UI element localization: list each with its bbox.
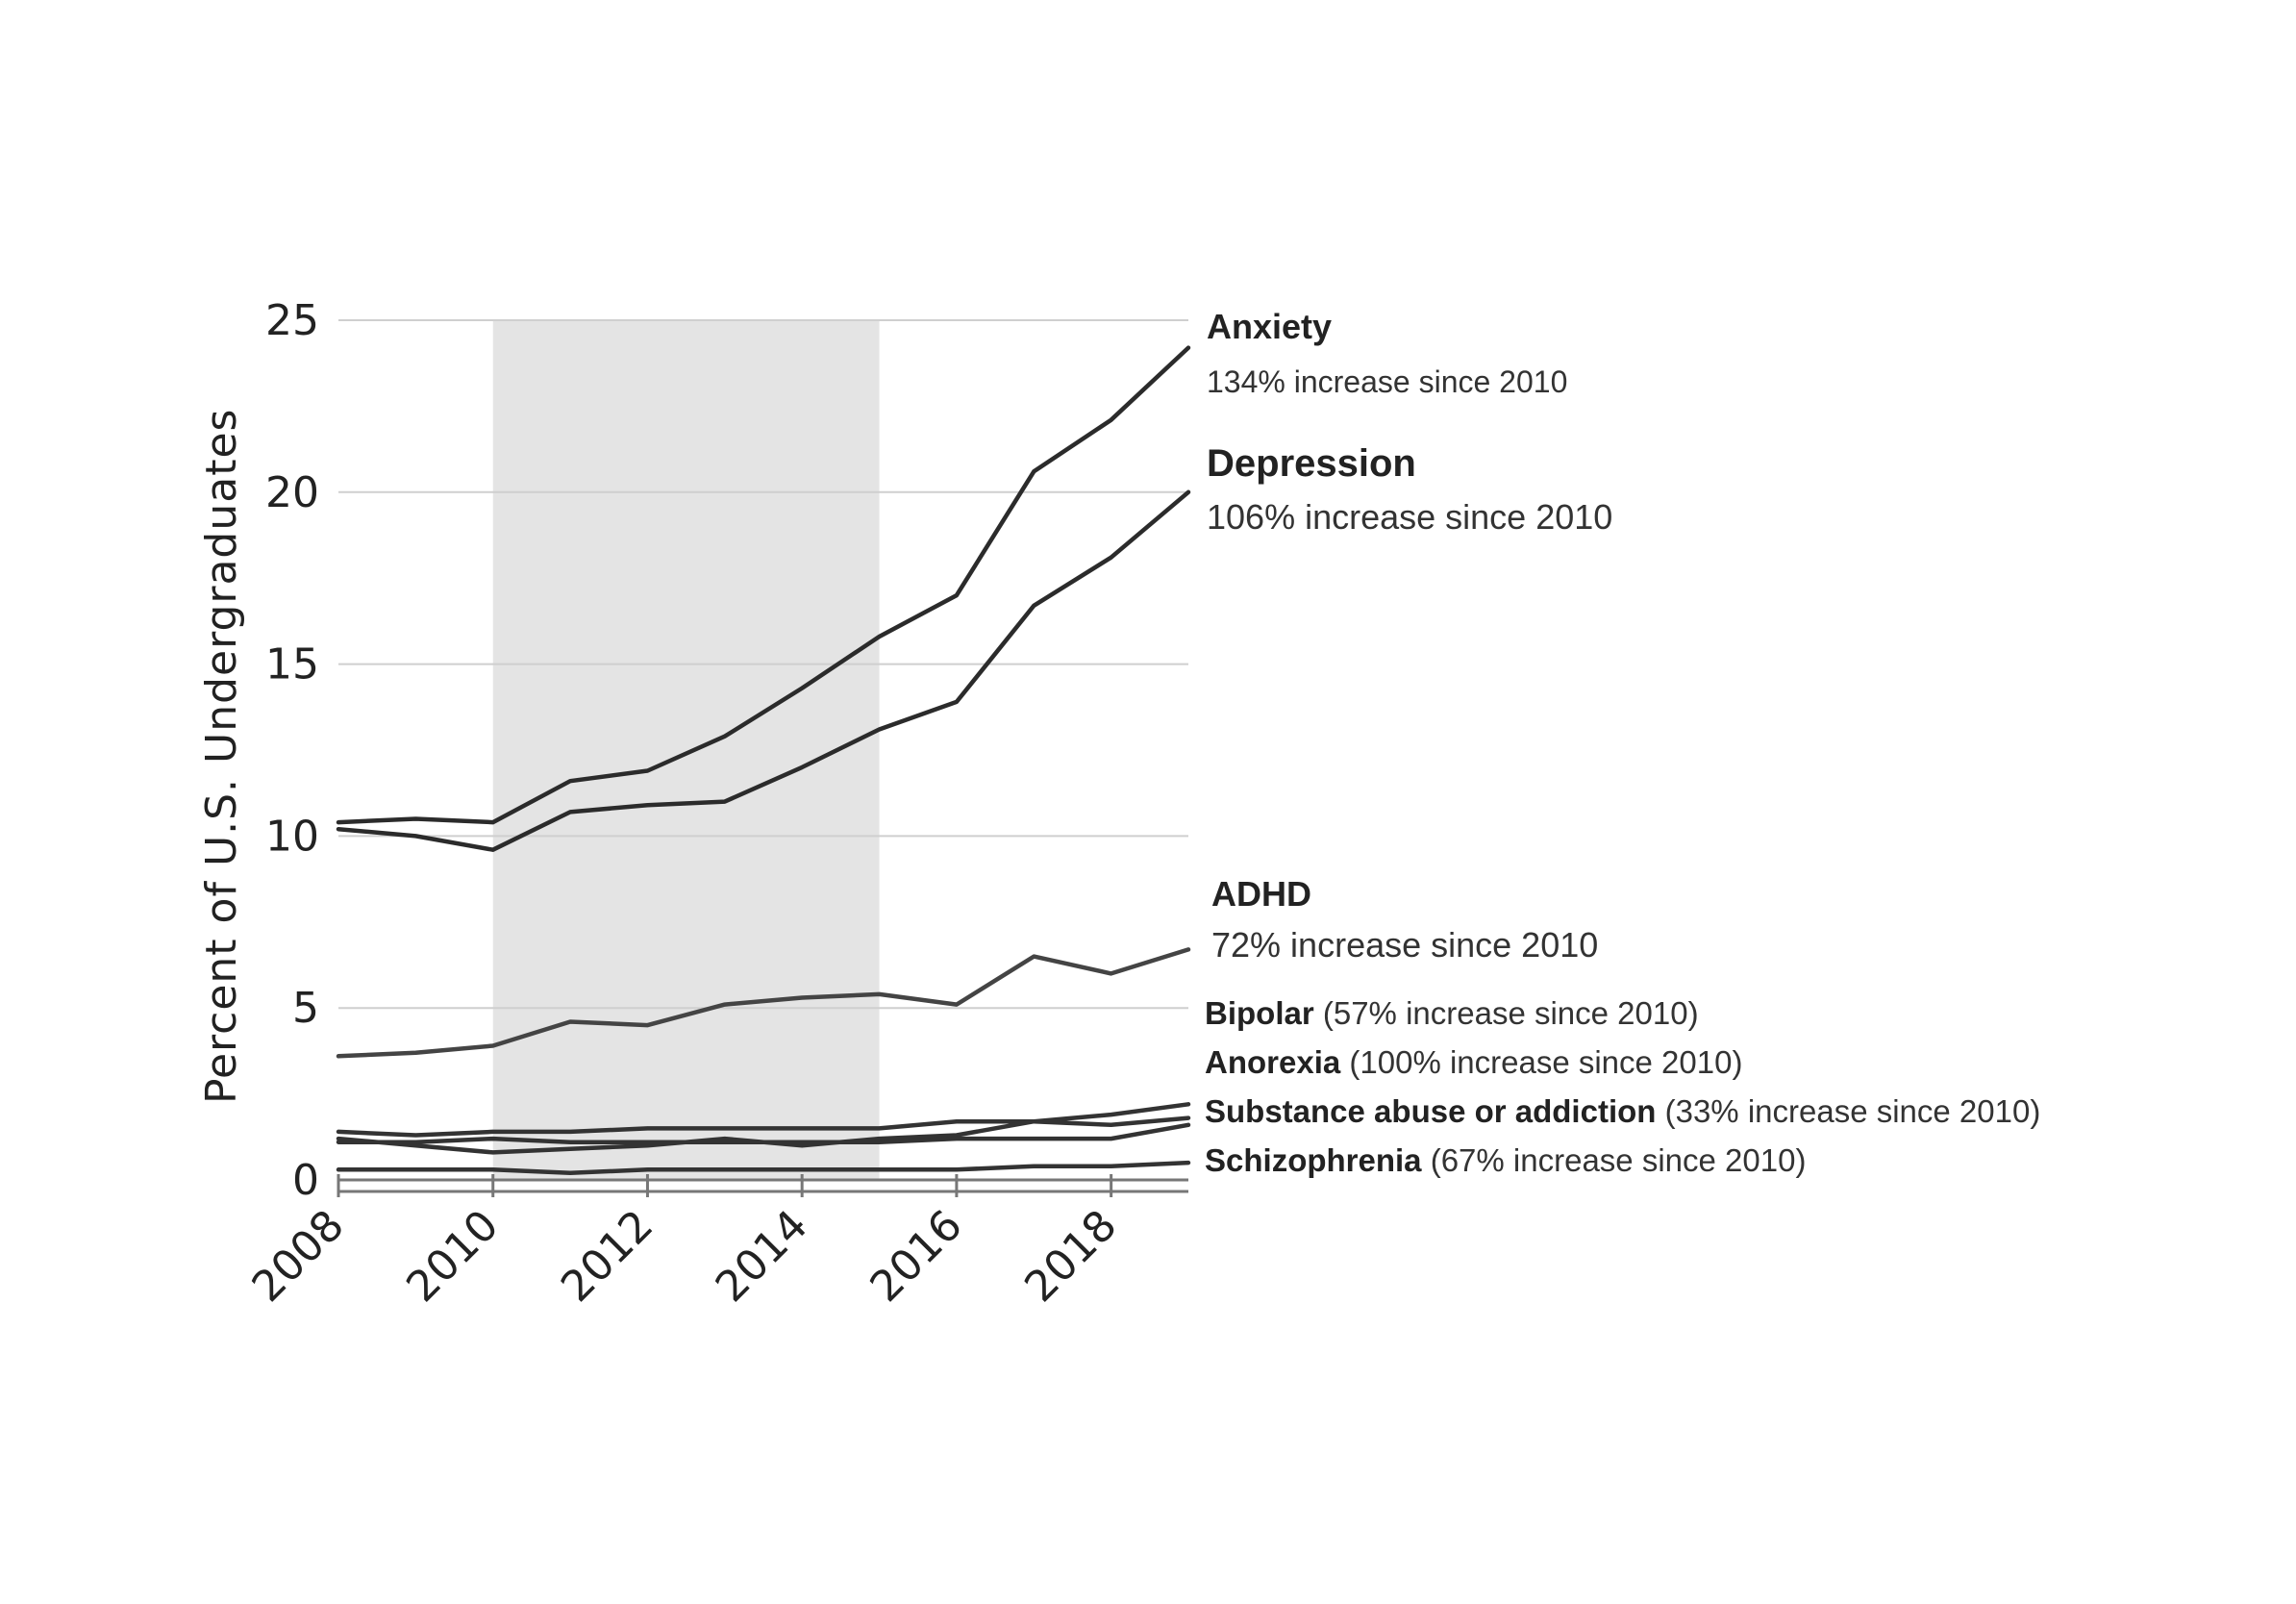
x-tick-label: 2010 (397, 1201, 508, 1312)
y-tick-label: 5 (292, 984, 319, 1033)
series-annotation: (33% increase since 2010) (1665, 1093, 2041, 1129)
x-axis: 2008 2010 2012 2014 2016 2018 (243, 1174, 1126, 1312)
series-inline-label: Substance abuse or addiction (33% increa… (1205, 1093, 2040, 1129)
x-axis-baseline (338, 1178, 1188, 1193)
series-line (336, 345, 1191, 825)
series-annotation: (57% increase since 2010) (1323, 995, 1699, 1031)
x-tick-label: 2016 (861, 1201, 971, 1312)
series-line (336, 1160, 1191, 1176)
series-name-label: Depression (1207, 442, 1416, 485)
series-name-label: Anorexia (1205, 1044, 1349, 1080)
series-inline-label: Schizophrenia (67% increase since 2010) (1205, 1142, 1806, 1178)
y-tick-label: 20 (265, 468, 319, 517)
series-annotations: Anxiety 134% increase since 2010 Depressio… (1205, 307, 2040, 1178)
y-tick-label: 0 (292, 1156, 319, 1205)
series-annotation: (67% increase since 2010) (1431, 1142, 1807, 1178)
series-inline-label: Anorexia (100% increase since 2010) (1205, 1044, 1742, 1080)
x-tick-label: 2014 (707, 1201, 817, 1312)
y-axis: 0 5 10 15 20 25 (265, 296, 319, 1205)
y-axis-label: Percent of U.S. Undergraduates (197, 409, 246, 1104)
series-inline-label: Bipolar (57% increase since 2010) (1205, 995, 1699, 1031)
series-name-label: Schizophrenia (1205, 1142, 1431, 1178)
x-tick-label: 2012 (552, 1201, 662, 1312)
series-name-label: Substance abuse or addiction (1205, 1093, 1665, 1129)
series-line (336, 1122, 1191, 1144)
x-tick-label: 2018 (1015, 1201, 1126, 1312)
series-annotation: 134% increase since 2010 (1207, 364, 1567, 399)
y-tick-label: 10 (265, 812, 319, 861)
series-lines (336, 345, 1191, 1176)
y-tick-label: 25 (265, 296, 319, 345)
series-name-label: Bipolar (1205, 995, 1323, 1031)
series-annotation: 72% increase since 2010 (1211, 925, 1598, 965)
shaded-period (492, 320, 880, 1180)
y-tick-label: 15 (265, 640, 319, 689)
y-gridlines (338, 319, 1188, 1010)
series-line (336, 489, 1191, 852)
x-tick-label: 2008 (243, 1201, 354, 1312)
series-annotation: 106% increase since 2010 (1207, 497, 1612, 537)
series-name-label: Anxiety (1207, 307, 1332, 346)
series-name-label: ADHD (1211, 874, 1311, 914)
series-annotation: (100% increase since 2010) (1349, 1044, 1742, 1080)
series-line (336, 947, 1191, 1059)
